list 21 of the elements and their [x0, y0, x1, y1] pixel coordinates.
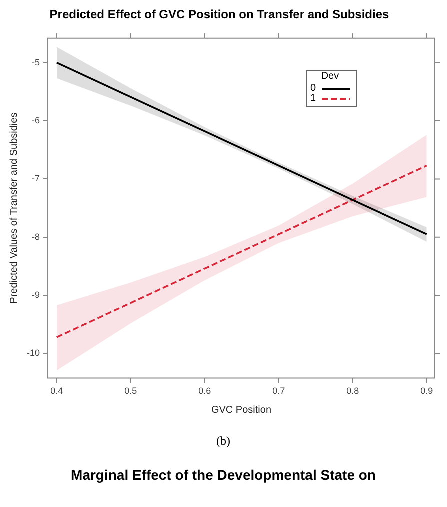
- legend-title: Dev: [320, 71, 340, 82]
- legend-label: 1: [310, 93, 316, 104]
- x-tick-label: 0.6: [198, 386, 212, 396]
- legend-label: 0: [310, 83, 316, 94]
- x-tick-label: 0.9: [420, 386, 434, 396]
- y-tick-label: -10: [26, 348, 40, 358]
- y-tick-label: -7: [32, 174, 40, 184]
- y-tick-label: -9: [32, 290, 40, 300]
- y-tick-label: -5: [32, 57, 40, 68]
- x-tick-label: 0.7: [272, 386, 286, 396]
- y-axis-title: Predicted Values of Transfer and Subsidies: [8, 112, 20, 304]
- x-tick-label: 0.4: [50, 386, 64, 396]
- x-tick-label: 0.8: [346, 386, 360, 396]
- y-tick-label: -6: [32, 116, 40, 126]
- x-tick-label: 0.5: [124, 386, 138, 396]
- y-tick-label: -8: [32, 232, 40, 242]
- x-axis-title: GVC Position: [211, 404, 272, 416]
- text: (b): [216, 434, 232, 449]
- text: Marginal Effect of the Developmental State on: [70, 467, 377, 483]
- chart-title: Predicted Effect of GVC Position on Transfer and Subsidies: [50, 8, 390, 22]
- line-series: [56, 164, 428, 338]
